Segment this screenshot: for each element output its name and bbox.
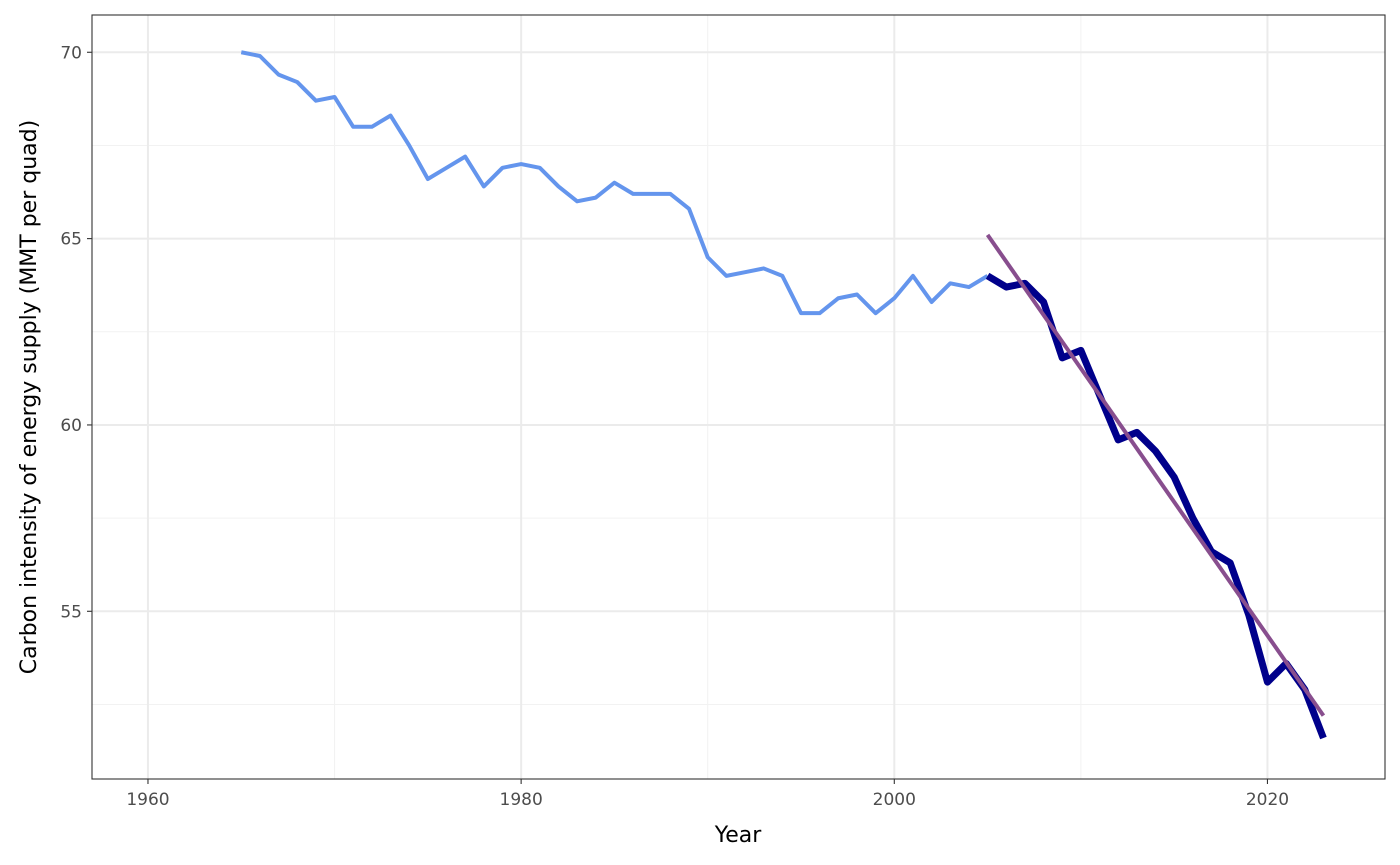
x-axis: 1960 1980 2000 2020: [126, 779, 1289, 810]
plot-background: [92, 15, 1385, 779]
x-tick-label: 1980: [500, 790, 543, 810]
minor-gridlines: [92, 15, 1385, 779]
series-layer: [240, 50, 1327, 740]
series-line-trend: [985, 233, 1326, 717]
plot-border: [91, 14, 1386, 780]
x-axis-title: Year: [714, 823, 763, 848]
y-axis: 55 60 65 70: [60, 43, 92, 622]
series-line-thin: [240, 50, 989, 316]
x-tick-label: 2000: [873, 790, 916, 810]
y-tick-label: 65: [60, 230, 82, 250]
y-axis-title: Carbon intensity of energy supply (MMT p…: [17, 120, 42, 674]
x-tick-label: 1960: [126, 790, 169, 810]
y-tick-label: 70: [60, 43, 82, 63]
series-line-thick: [985, 272, 1327, 740]
y-tick-label: 60: [60, 416, 82, 436]
major-gridlines: [92, 15, 1385, 779]
y-tick-label: 55: [60, 602, 82, 622]
x-tick-label: 2020: [1246, 790, 1289, 810]
